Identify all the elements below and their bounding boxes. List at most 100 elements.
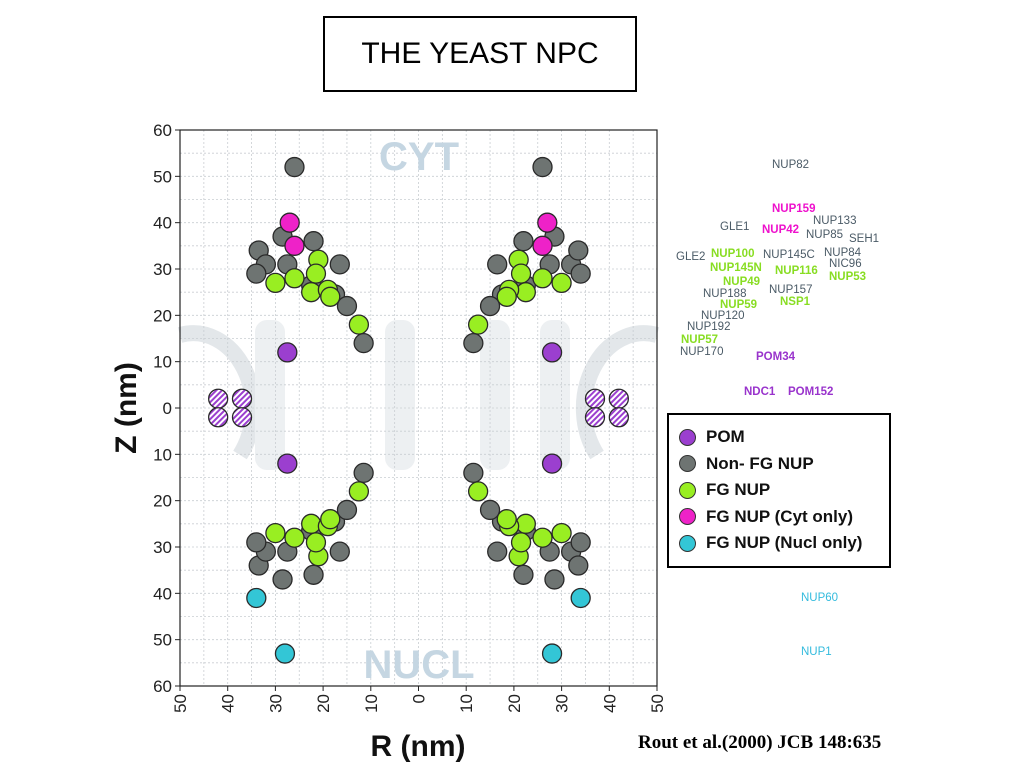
nup-label: NUP57 (681, 334, 719, 346)
data-point (479, 499, 501, 521)
nup-label: POM34 (756, 351, 795, 363)
data-point (532, 235, 553, 256)
data-point (272, 569, 293, 590)
legend-label: POM (706, 427, 745, 447)
y-tick-label: 20 (153, 306, 172, 325)
legend-item: FG NUP (679, 477, 889, 504)
data-point (265, 272, 286, 294)
data-point (265, 522, 286, 544)
region-labels: CYT NUCL (363, 135, 474, 687)
x-tick-label: 50 (171, 694, 190, 713)
data-point (551, 272, 572, 294)
data-point (277, 453, 298, 474)
data-point (274, 643, 296, 664)
data-point (570, 263, 591, 284)
x-tick-label: 30 (266, 694, 285, 713)
y-tick-label: 20 (153, 492, 172, 511)
data-point (541, 342, 563, 363)
legend-swatch (679, 534, 696, 552)
nup-label: NUP60 (801, 592, 839, 604)
x-tick-label: 0 (410, 694, 429, 703)
legend-swatch (679, 428, 696, 446)
x-tick-label: 50 (648, 694, 667, 713)
data-point (320, 509, 341, 530)
nup-label: NUP1 (801, 646, 832, 658)
nup-label: SEH1 (849, 233, 880, 245)
nup-label: NUP59 (720, 299, 758, 311)
x-tick-label: 40 (219, 694, 238, 713)
nup-label: NDC1 (744, 386, 776, 398)
data-point (496, 286, 517, 307)
data-point (231, 407, 253, 428)
data-point (277, 342, 298, 363)
nup-label: NUP116 (775, 265, 818, 277)
data-point (532, 268, 553, 289)
x-axis-label: R (nm) (371, 730, 466, 763)
nup-label: NUP49 (723, 276, 761, 288)
y-tick-label: 40 (153, 214, 172, 233)
legend-item: FG NUP (Nucl only) (679, 530, 889, 557)
data-point (301, 282, 322, 303)
legend-item: FG NUP (Cyt only) (679, 504, 889, 531)
data-point (532, 156, 553, 178)
legend-swatch (679, 481, 696, 499)
data-point (570, 587, 591, 609)
data-point (208, 388, 229, 409)
data-point (353, 462, 374, 484)
nup-label: GLE2 (676, 251, 706, 263)
nup-label: NUP53 (829, 271, 867, 283)
nup-label: NSP1 (780, 296, 811, 308)
nup-label: NUP84 (824, 247, 862, 259)
data-point (551, 522, 572, 544)
legend-label: FG NUP (706, 480, 771, 500)
y-tick-label: 50 (153, 167, 172, 186)
nup-label: NUP82 (772, 159, 810, 171)
nup-label: NUP120 (701, 310, 745, 322)
x-tick-label: 20 (505, 694, 524, 713)
legend-item: POM (679, 424, 889, 451)
data-point (246, 263, 267, 284)
data-point (246, 532, 267, 553)
data-point (284, 156, 305, 178)
x-tick-label: 20 (314, 694, 333, 713)
data-point (329, 254, 350, 275)
page-title: THE YEAST NPC (323, 16, 637, 92)
x-tick-label: 10 (457, 694, 476, 713)
legend-label: Non- FG NUP (706, 453, 814, 473)
data-point (348, 481, 370, 502)
data-point (336, 499, 358, 521)
y-tick-label: 10 (153, 445, 172, 464)
data-point (532, 527, 553, 548)
nup-label: NUP100 (711, 248, 755, 260)
data-point (568, 555, 589, 576)
legend-swatch (679, 455, 696, 473)
nup-label: NUP85 (806, 229, 844, 241)
nup-label: NIC96 (829, 258, 862, 270)
data-point (608, 388, 629, 409)
data-point (487, 254, 508, 275)
nup-label: NUP42 (762, 224, 800, 236)
data-point (305, 263, 327, 284)
data-point (246, 587, 267, 609)
background-arc (575, 325, 660, 460)
legend-swatch (679, 508, 696, 526)
data-point (515, 282, 536, 303)
nup-label: POM152 (788, 386, 834, 398)
data-point (544, 569, 565, 590)
data-point (208, 407, 229, 428)
data-point (284, 268, 305, 289)
data-point (463, 462, 484, 484)
data-point (584, 407, 606, 428)
x-tick-label: 10 (362, 694, 381, 713)
data-point (463, 332, 484, 354)
data-point (570, 532, 591, 553)
y-tick-label: 60 (153, 121, 172, 140)
region-label-cyt: CYT (379, 135, 459, 179)
y-axis-label: Z (nm) (110, 362, 143, 454)
nup-label: NUP145N (710, 262, 762, 274)
data-point (568, 240, 589, 261)
x-tick-label: 30 (553, 694, 572, 713)
data-point (510, 263, 532, 284)
